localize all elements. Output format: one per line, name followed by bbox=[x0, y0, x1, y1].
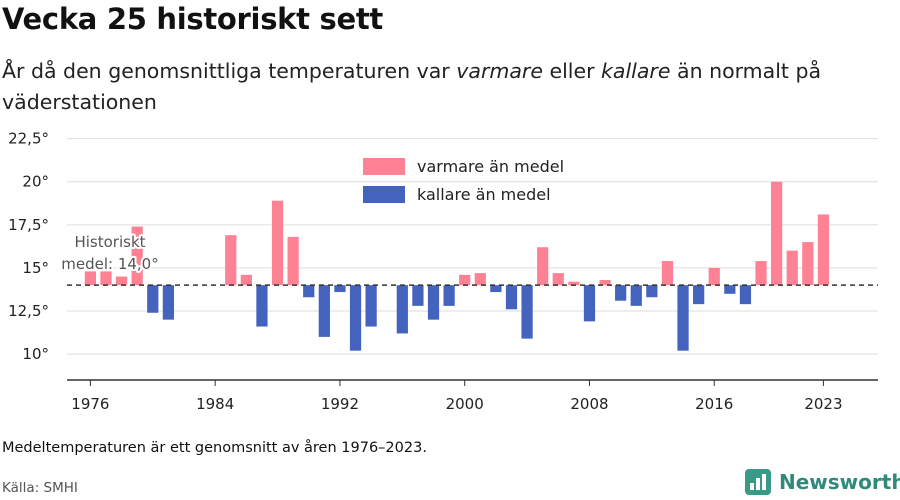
subtitle-text-3: än normalt på väderstationen bbox=[2, 59, 822, 114]
bar-1999 bbox=[443, 285, 455, 306]
y-tick-label: 10° bbox=[22, 345, 49, 363]
legend-label: varmare än medel bbox=[417, 157, 564, 176]
bar-1988 bbox=[271, 200, 284, 286]
x-tick-label: 1976 bbox=[71, 395, 109, 413]
bar-1994 bbox=[365, 285, 377, 327]
bar-2022 bbox=[802, 242, 814, 286]
bar-1997 bbox=[412, 285, 424, 306]
bar-2010 bbox=[615, 285, 627, 301]
bar-2006 bbox=[552, 273, 564, 286]
x-tick-label: 2023 bbox=[804, 395, 842, 413]
bar-2016 bbox=[708, 267, 720, 286]
legend-swatch bbox=[363, 158, 405, 175]
bar-2000 bbox=[459, 274, 471, 286]
chart-title: Vecka 25 historiskt sett bbox=[2, 2, 383, 36]
subtitle-text-1: År då den genomsnittliga temperaturen va… bbox=[2, 59, 457, 83]
baseline-label: Historiskt bbox=[74, 233, 145, 251]
bar-1977 bbox=[100, 271, 112, 286]
subtitle-colder: kallare bbox=[601, 59, 671, 83]
bar-2004 bbox=[521, 285, 533, 339]
footnote: Medeltemperaturen är ett genomsnitt av å… bbox=[2, 440, 427, 456]
bar-2013 bbox=[661, 261, 674, 286]
bar-2005 bbox=[537, 247, 549, 286]
bar-1998 bbox=[427, 285, 440, 320]
bar-2002 bbox=[490, 285, 502, 293]
bar-1990 bbox=[303, 285, 315, 298]
bar-2001 bbox=[474, 273, 486, 286]
bar-2020 bbox=[771, 181, 783, 286]
y-tick-label: 12,5° bbox=[8, 302, 49, 320]
baseline-label-halo: Historiskt bbox=[74, 233, 145, 251]
bar-2015 bbox=[693, 285, 705, 305]
legend-swatch bbox=[363, 186, 405, 203]
chart-subtitle: År då den genomsnittliga temperaturen va… bbox=[2, 56, 882, 118]
bar-2017 bbox=[724, 285, 736, 294]
x-tick-label: 1984 bbox=[196, 395, 234, 413]
bar-1978 bbox=[115, 276, 128, 286]
x-tick-label: 2000 bbox=[446, 395, 484, 413]
x-tick-label: 2016 bbox=[695, 395, 733, 413]
baseline-label: medel: 14,0° bbox=[61, 255, 158, 273]
bar-2007 bbox=[568, 281, 580, 286]
x-tick-label: 1992 bbox=[321, 395, 359, 413]
brand-name: Newsworthy bbox=[779, 470, 900, 494]
y-tick-label: 22,5° bbox=[8, 130, 49, 148]
bar-1987 bbox=[256, 285, 268, 327]
bar-1976 bbox=[84, 271, 97, 286]
bar-2018 bbox=[739, 285, 752, 305]
bar-1992 bbox=[334, 285, 346, 293]
bar-1985 bbox=[225, 235, 237, 286]
bar-1991 bbox=[318, 285, 330, 337]
bar-2014 bbox=[677, 285, 689, 351]
subtitle-text-2: eller bbox=[542, 59, 602, 83]
subtitle-warmer: varmare bbox=[456, 59, 543, 83]
baseline-label-halo: medel: 14,0° bbox=[61, 255, 158, 273]
bar-2011 bbox=[630, 285, 642, 306]
bar-2023 bbox=[817, 214, 830, 286]
bar-1979 bbox=[131, 226, 143, 286]
bar-2008 bbox=[583, 285, 596, 322]
bar-1981 bbox=[162, 285, 174, 320]
y-tick-label: 20° bbox=[22, 173, 49, 191]
brand-logo: Newsworthy bbox=[745, 469, 900, 495]
bar-2021 bbox=[786, 250, 798, 286]
temperature-bar-chart: 10°12,5°15°17,5°20°22,5°HistorisktHistor… bbox=[8, 130, 878, 413]
bar-1996 bbox=[396, 285, 408, 334]
bar-1989 bbox=[287, 236, 299, 286]
bar-2012 bbox=[646, 285, 658, 298]
bar-1993 bbox=[349, 285, 362, 351]
legend-label: kallare än medel bbox=[417, 185, 551, 204]
bar-1986 bbox=[240, 274, 252, 286]
source-credit: Källa: SMHI bbox=[2, 480, 78, 496]
bar-2003 bbox=[505, 285, 518, 310]
y-tick-label: 17,5° bbox=[8, 216, 49, 234]
x-tick-label: 2008 bbox=[570, 395, 608, 413]
bar-1980 bbox=[147, 285, 159, 313]
newsworthy-logo-icon bbox=[745, 469, 771, 495]
y-tick-label: 15° bbox=[22, 259, 49, 277]
bar-2019 bbox=[755, 261, 767, 286]
bar-2009 bbox=[599, 280, 611, 286]
